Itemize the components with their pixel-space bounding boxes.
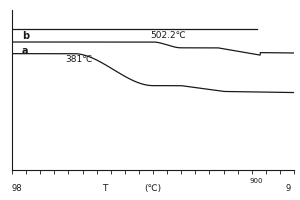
Text: 502.2℃: 502.2℃ (150, 31, 186, 40)
Text: a: a (22, 46, 28, 56)
Text: 381℃: 381℃ (66, 55, 93, 64)
Text: (℃): (℃) (144, 184, 162, 193)
Text: 900: 900 (249, 178, 263, 184)
Text: 9: 9 (286, 184, 291, 193)
Text: b: b (22, 31, 29, 41)
Text: T: T (102, 184, 108, 193)
Text: 98: 98 (12, 184, 22, 193)
